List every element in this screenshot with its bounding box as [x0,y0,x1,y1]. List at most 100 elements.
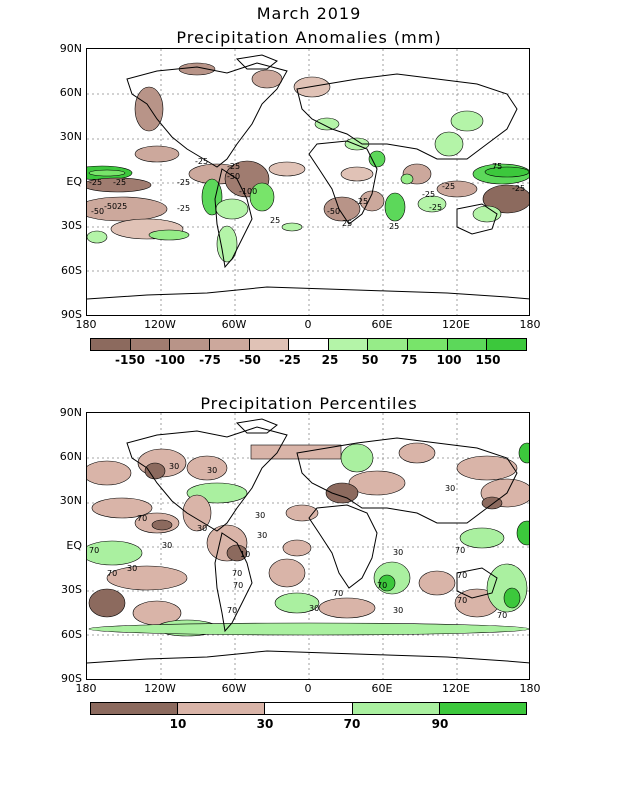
contour-label: 30 [445,484,455,493]
colorbar-swatch [265,703,353,714]
colorbar-label: -100 [154,353,186,367]
anomaly-contour-labels: -25 -50 -100 -25 -50 -25 -25 -25 25 25 -… [89,157,525,231]
contour-label: -25 [177,204,190,213]
lon-label-120e: 120E [442,318,470,331]
contour-label: -50 [91,207,104,216]
colorbar-swatch [178,703,266,714]
anomaly-shading [87,62,529,263]
colorbar-label: 70 [343,717,361,731]
coastlines [87,54,529,300]
percentile-map: 30 30 70 30 30 10 30 70 70 30 70 70 70 3… [86,412,530,680]
lat-label-eq: EQ [66,175,82,188]
contour-label: 25 [342,219,352,228]
contour-label: 70 [232,569,242,578]
colorbar-label: 50 [361,353,379,367]
contour-label: 70 [457,596,467,605]
contour-label: 30 [169,462,179,471]
colorbar-label: 100 [436,353,462,367]
anomaly-map: -25 -50 -100 -25 -50 -25 -25 -25 25 25 -… [86,48,530,316]
contour-label: 70 [233,581,243,590]
colorbar-label: 75 [400,353,418,367]
colorbar-label: -75 [199,353,221,367]
colorbar-swatch [249,339,290,350]
lat-label-90n: 90N [59,42,82,55]
lat-label-30n: 30N [59,494,82,507]
contour-label: -50 [104,202,117,211]
anomaly-colorbar [90,338,527,351]
contour-label: 10 [240,550,250,559]
percentile-map-svg: 30 30 70 30 30 10 30 70 70 30 70 70 70 3… [87,413,529,679]
contour-label: 30 [255,511,265,520]
contour-label: 70 [333,589,343,598]
contour-label: 30 [393,606,403,615]
contour-label: -25 [89,178,102,187]
colorbar-label: 10 [169,717,187,731]
lat-label-60s: 60S [61,264,82,277]
contour-label: 25 [270,216,280,225]
lat-label-90s: 90S [61,308,82,321]
colorbar-label: 150 [475,353,501,367]
lat-label-30s: 30S [61,219,82,232]
contour-label: 70 [457,571,467,580]
contour-label: 70 [137,514,147,523]
contour-label: 70 [107,569,117,578]
lon-label-60e: 60E [371,318,393,331]
lon-label-60w: 60W [221,318,247,331]
contour-label: 25 [117,202,127,211]
contour-label: 70 [89,546,99,555]
colorbar-label: -150 [114,353,146,367]
page-title: March 2019 [256,4,362,23]
lat-label-eq: EQ [66,539,82,552]
contour-label: -25 [442,182,455,191]
contour-label: 70 [455,546,465,555]
lon-label-180w: 180 [75,682,97,695]
lat-label-60s: 60S [61,628,82,641]
colorbar-swatch [408,339,448,350]
colorbar-label: 90 [431,717,449,731]
anomaly-map-svg: -25 -50 -100 -25 -50 -25 -25 -25 25 25 -… [87,49,529,315]
colorbar-swatch [289,339,329,350]
colorbar-label: -25 [279,353,301,367]
lon-label-60w: 60W [221,682,247,695]
colorbar-label: 30 [256,717,274,731]
lon-label-120e: 120E [442,682,470,695]
colorbar-swatch [352,703,440,714]
colorbar-swatch [91,339,131,350]
colorbar-swatch [130,339,171,350]
contour-label: 30 [393,548,403,557]
colorbar-label: 25 [321,353,339,367]
contour-label: 30 [309,604,319,613]
lon-label-180e: 180 [519,682,541,695]
colorbar-swatch [487,339,527,350]
lat-label-30s: 30S [61,583,82,596]
percentile-contour-labels: 30 30 70 30 30 10 30 70 70 30 70 70 70 3… [89,462,507,620]
contour-label: 25 [389,222,399,231]
contour-label: -25 [113,178,126,187]
contour-label: -25 [177,178,190,187]
contour-label: -25 [422,190,435,199]
contour-label: -25 [429,203,442,212]
lon-label-120w: 120W [144,682,176,695]
anomalies-title: Precipitation Anomalies (mm) [176,28,442,47]
contour-label: -25 [195,157,208,166]
lat-label-30n: 30N [59,130,82,143]
coastlines [87,418,529,664]
contour-label: -50 [327,207,340,216]
colorbar-swatch [328,339,369,350]
contour-label: 30 [257,531,267,540]
contour-label: -25 [355,197,368,206]
contour-label: 70 [377,581,387,590]
percentiles-title: Precipitation Percentiles [200,394,418,413]
colorbar-label: -50 [239,353,261,367]
contour-label: 30 [197,524,207,533]
lon-label-0: 0 [304,318,312,331]
lon-label-120w: 120W [144,318,176,331]
contour-label: -25 [227,162,240,171]
percentile-colorbar [90,702,527,715]
contour-label: 30 [207,466,217,475]
contour-label: 75 [492,162,502,171]
contour-label: -25 [512,184,525,193]
lon-label-0: 0 [304,682,312,695]
lat-label-90n: 90N [59,406,82,419]
colorbar-swatch [91,703,179,714]
